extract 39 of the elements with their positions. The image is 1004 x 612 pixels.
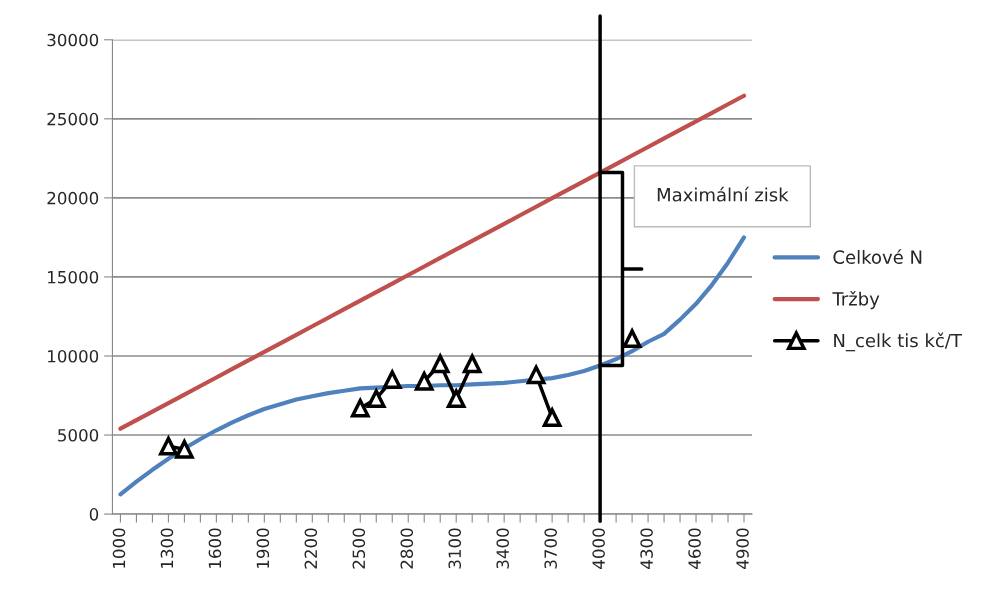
x-tick-label: 1000: [112, 528, 126, 568]
legend-label: Celkové N: [833, 249, 922, 264]
point: [174, 437, 195, 459]
x-tick-label: 3700: [544, 528, 557, 569]
x-tick-label: 3100: [448, 528, 462, 569]
x-tick-label: 4000: [592, 528, 605, 569]
point: [446, 389, 466, 409]
point: [430, 352, 451, 374]
x-tick-label: 4300: [640, 528, 653, 569]
x-tick-label: 1600: [208, 528, 222, 568]
point: [542, 408, 562, 428]
x-tick-label: 1900: [256, 528, 270, 568]
annotation: Maximální zisk: [657, 186, 789, 202]
x-tick-label: 4900: [736, 528, 749, 569]
x-tick-label: 2500: [352, 528, 366, 569]
legend-label: N_celk tis kč/T: [834, 332, 962, 352]
point: [622, 329, 642, 348]
y-tick-label: 20000: [47, 191, 99, 205]
point: [525, 363, 547, 385]
point: [382, 370, 402, 390]
x-tick-label: 3400: [496, 528, 510, 569]
point: [158, 434, 178, 456]
y-tick-label: 30000: [47, 33, 99, 47]
y-tick-label: 25000: [47, 112, 99, 126]
y-tick-label: 0: [89, 508, 99, 521]
x-tick-label: 1300: [160, 528, 174, 568]
y-tick-label: 5000: [58, 428, 99, 442]
x-tick-label: 2200: [304, 528, 318, 569]
y-tick-label: 10000: [48, 349, 99, 363]
point: [349, 396, 371, 418]
y-tick-label: 15000: [48, 270, 99, 284]
legend-label: Tržby: [832, 290, 880, 310]
x-tick-label: 2800: [400, 528, 414, 569]
point: [366, 389, 386, 409]
line-series: [118, 235, 747, 497]
line-series: [118, 93, 747, 431]
x-tick-label: 4600: [688, 528, 701, 569]
point: [413, 369, 435, 391]
point: [461, 352, 483, 374]
